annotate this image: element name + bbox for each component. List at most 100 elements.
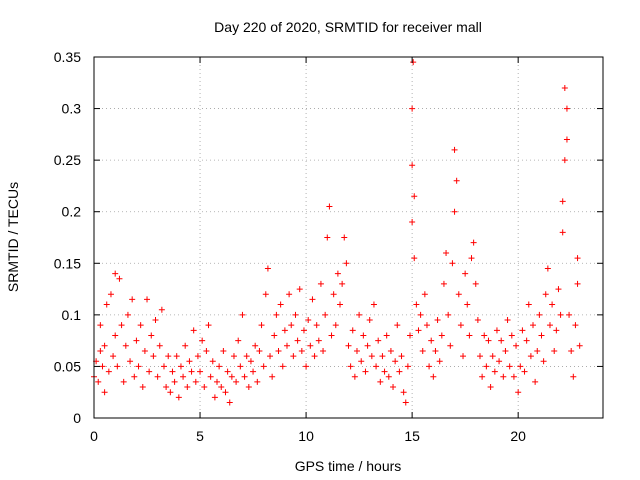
data-point <box>226 399 233 406</box>
data-point <box>188 368 195 375</box>
data-point <box>158 306 165 313</box>
data-point <box>515 389 522 396</box>
data-point <box>324 234 331 241</box>
data-point <box>489 353 496 360</box>
data-point <box>411 193 418 200</box>
data-point <box>133 337 140 344</box>
data-point <box>546 322 553 329</box>
data-point <box>366 317 373 324</box>
data-point <box>572 322 579 329</box>
data-point <box>150 353 157 360</box>
data-point <box>404 363 411 370</box>
data-point <box>326 203 333 210</box>
y-tick-label: 0.05 <box>54 358 81 374</box>
data-point <box>353 347 360 354</box>
data-point <box>146 368 153 375</box>
data-point <box>177 363 184 370</box>
data-point <box>199 337 206 344</box>
data-point <box>209 358 216 365</box>
data-point <box>574 255 581 262</box>
data-point <box>551 347 558 354</box>
data-point <box>451 208 458 215</box>
data-point <box>262 291 269 298</box>
data-point <box>487 384 494 391</box>
data-point <box>474 317 481 324</box>
data-point <box>423 322 430 329</box>
data-point <box>394 322 401 329</box>
x-tick-label: 20 <box>510 428 526 444</box>
x-tick-label: 5 <box>196 428 204 444</box>
data-point <box>192 378 199 385</box>
data-point <box>479 373 486 380</box>
data-point <box>468 255 475 262</box>
data-point <box>375 337 382 344</box>
data-point <box>110 353 117 360</box>
data-point <box>491 368 498 375</box>
data-point <box>144 296 151 303</box>
data-point <box>300 327 307 334</box>
data-point <box>413 301 420 308</box>
data-point <box>574 280 581 287</box>
data-point <box>184 384 191 391</box>
data-point <box>496 358 503 365</box>
data-point <box>536 311 543 318</box>
data-point <box>186 358 193 365</box>
data-point <box>351 373 358 380</box>
data-point <box>345 342 352 349</box>
data-point <box>267 353 274 360</box>
data-point <box>320 347 327 354</box>
data-point <box>107 291 114 298</box>
y-tick-label: 0.15 <box>54 255 81 271</box>
data-point <box>315 337 322 344</box>
data-point <box>239 311 246 318</box>
data-point <box>305 317 312 324</box>
data-point <box>137 322 144 329</box>
data-point <box>129 296 136 303</box>
data-point <box>481 332 488 339</box>
data-point <box>160 363 167 370</box>
data-point <box>527 353 534 360</box>
data-point <box>116 275 123 282</box>
data-point <box>122 342 129 349</box>
y-tick-label: 0.25 <box>54 152 81 168</box>
data-point <box>472 280 479 287</box>
data-point <box>504 317 511 324</box>
data-point <box>544 265 551 272</box>
y-tick-label: 0 <box>73 410 81 426</box>
data-point <box>381 368 388 375</box>
data-point <box>275 347 282 354</box>
plot-frame <box>93 56 604 419</box>
data-point <box>436 358 443 365</box>
data-point <box>298 347 305 354</box>
data-point <box>379 353 386 360</box>
data-point <box>368 353 375 360</box>
data-point <box>502 347 509 354</box>
data-point <box>148 332 155 339</box>
data-point <box>288 322 295 329</box>
data-point <box>105 368 112 375</box>
data-point <box>447 342 454 349</box>
data-point <box>483 363 490 370</box>
y-tick-label: 0.35 <box>54 49 81 65</box>
data-point <box>243 353 250 360</box>
data-point <box>292 311 299 318</box>
data-point <box>156 342 163 349</box>
data-point <box>322 311 329 318</box>
data-point <box>407 332 414 339</box>
data-point <box>167 389 174 396</box>
data-point <box>409 219 416 226</box>
data-point <box>451 146 458 153</box>
data-point <box>194 353 201 360</box>
data-point <box>220 347 227 354</box>
data-point <box>561 84 568 91</box>
data-point <box>182 342 189 349</box>
data-point <box>409 105 416 112</box>
data-point <box>563 136 570 143</box>
data-point <box>462 270 469 277</box>
data-point <box>260 363 267 370</box>
data-point <box>271 332 278 339</box>
data-point <box>402 399 409 406</box>
data-point <box>410 59 417 66</box>
data-point <box>411 255 418 262</box>
